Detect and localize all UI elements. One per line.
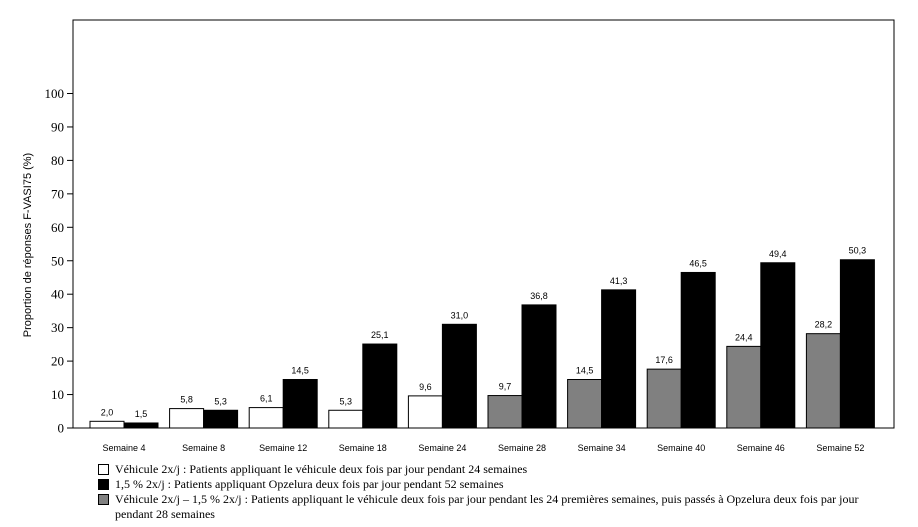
y-tick-label: 30 [51,320,64,335]
x-tick-label: Semaine 24 [418,443,466,453]
legend-swatch-grey [98,494,109,505]
legend-swatch-black [98,479,109,490]
data-label: 41,3 [610,276,628,286]
bar [601,289,637,429]
x-tick-label: Semaine 40 [657,443,705,453]
legend-item-vehicle-then-opzelura: Véhicule 2x/j – 1,5 % 2x/j : Patients ap… [98,492,898,522]
data-label: 6,1 [260,394,273,404]
x-tick-label: Semaine 4 [102,443,145,453]
bar [680,271,716,429]
legend-item-vehicle: Véhicule 2x/j : Patients appliquant le v… [98,462,898,477]
bar [248,407,284,429]
bar [407,395,443,429]
data-label: 50,3 [849,246,867,256]
x-tick-label: Semaine 52 [816,443,864,453]
data-label: 31,0 [451,310,469,320]
data-label: 24,4 [735,332,753,342]
data-label: 17,6 [655,355,673,365]
bar-chart: Proportion de réponses F-VASI75 (%) 0 10 2… [22,19,895,453]
bar [839,259,875,429]
y-tick-label: 90 [51,119,64,134]
legend-item-opzelura: 1,5 % 2x/j : Patients appliquant Opzelur… [98,477,898,492]
data-label: 1,5 [135,409,148,419]
data-label: 2,0 [101,407,114,417]
data-label: 5,3 [214,396,227,406]
bar [726,345,762,429]
legend-swatch-white [98,464,109,475]
data-label: 25,1 [371,330,389,340]
bar [805,333,841,429]
bar [567,378,603,429]
x-tick-label: Semaine 46 [737,443,785,453]
data-label: 5,3 [340,396,353,406]
data-label: 14,5 [576,365,594,375]
y-tick-label: 70 [51,186,64,201]
y-tick-label: 40 [51,287,64,302]
legend-label: 1,5 % 2x/j : Patients appliquant Opzelur… [115,477,504,491]
y-tick-label: 60 [51,220,64,235]
y-tick-label: 0 [58,421,65,436]
bar [362,343,398,429]
legend: Véhicule 2x/j : Patients appliquant le v… [98,462,898,522]
y-tick-label: 50 [51,253,64,268]
legend-label: Véhicule 2x/j – 1,5 % 2x/j : Patients ap… [115,492,859,521]
bar [203,409,239,429]
x-tick-label: Semaine 28 [498,443,546,453]
data-label: 14,5 [291,365,309,375]
bar [441,323,477,429]
data-label: 9,7 [499,382,512,392]
data-label: 9,6 [419,382,432,392]
y-tick-label: 80 [51,153,64,168]
bar [169,408,205,429]
x-tick-label: Semaine 8 [182,443,225,453]
y-tick-label: 10 [51,387,64,402]
data-label: 49,4 [769,249,787,259]
plot-frame [72,19,895,429]
x-tick-label: Semaine 18 [339,443,387,453]
plot-area: 0 10 20 30 40 50 60 70 80 90 100 2,0 1,5 Semaine 4 5,8… [45,19,895,453]
legend-label: Véhicule 2x/j : Patients appliquant le v… [115,462,528,476]
bar [646,368,682,429]
bar [123,422,159,429]
bar [282,378,318,429]
data-label: 36,8 [530,291,548,301]
data-label: 28,2 [815,320,833,330]
data-label: 5,8 [180,395,193,405]
bar [487,395,523,429]
bar [760,262,796,429]
y-tick-label: 20 [51,354,64,369]
x-tick-label: Semaine 34 [578,443,626,453]
y-tick-label: 100 [45,86,65,101]
y-axis-label: Proportion de réponses F-VASI75 (%) [22,153,34,337]
bar [89,420,125,429]
bar [328,409,364,429]
bar [521,304,557,429]
data-label: 46,5 [689,258,707,268]
x-tick-label: Semaine 12 [259,443,307,453]
